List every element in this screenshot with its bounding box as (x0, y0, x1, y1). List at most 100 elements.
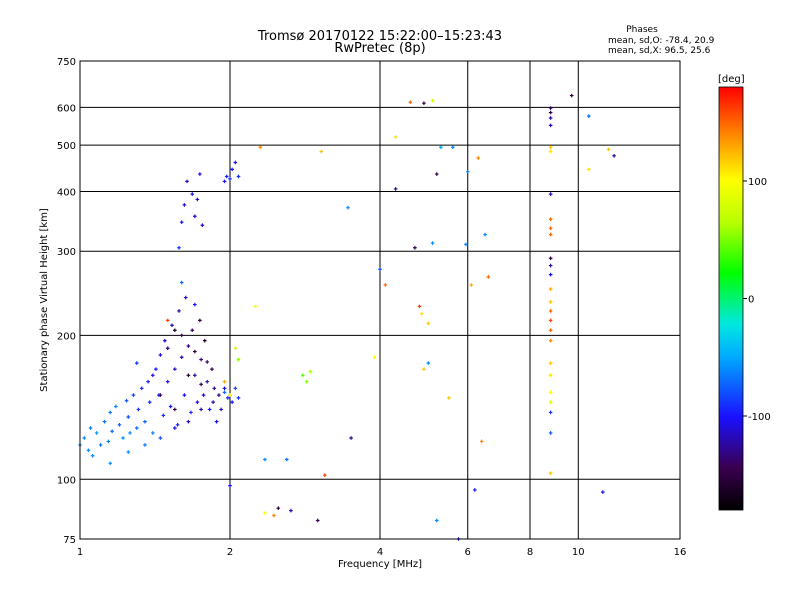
data-point (186, 344, 191, 348)
data-point (102, 419, 107, 424)
data-point (548, 149, 553, 154)
data-point (190, 328, 195, 333)
data-point (417, 304, 422, 309)
data-point (224, 174, 229, 179)
data-point (393, 135, 398, 139)
data-point (173, 407, 177, 412)
data-point (210, 367, 214, 371)
data-point (253, 304, 258, 309)
y-axis-title: Stationary phase Virtual Height [km] (39, 208, 50, 392)
data-point (108, 410, 113, 415)
data-point (168, 404, 173, 409)
data-point (222, 386, 227, 391)
colorbar (718, 86, 744, 511)
data-point (136, 407, 141, 412)
data-point (198, 172, 202, 176)
data-point (158, 393, 163, 397)
data-point (548, 309, 553, 313)
data-point (193, 214, 197, 219)
colorbar-tick-label: 100 (748, 177, 767, 188)
data-point (163, 338, 167, 343)
data-point (233, 160, 238, 165)
data-point (90, 453, 95, 458)
data-point (154, 367, 158, 371)
data-point (548, 361, 553, 365)
data-point (263, 511, 267, 515)
data-point (139, 386, 144, 391)
data-point (548, 431, 553, 435)
data-point (177, 309, 181, 313)
data-point (548, 287, 553, 291)
colorbar-label: [deg] (718, 74, 745, 85)
data-point (211, 400, 215, 404)
data-point (548, 400, 553, 404)
data-point (173, 426, 177, 430)
data-point (189, 410, 193, 415)
data-point (126, 415, 131, 419)
data-point (426, 361, 431, 365)
x-tick-label: 6 (465, 547, 471, 558)
data-point (226, 396, 230, 400)
data-point (258, 145, 263, 150)
data-point (606, 147, 611, 152)
data-point (82, 436, 87, 440)
data-point (173, 367, 177, 371)
data-point (408, 100, 413, 104)
data-point (217, 393, 221, 397)
data-point (548, 123, 553, 128)
data-point (146, 379, 150, 384)
colorbar-ticks: 100 0 -100 (743, 177, 771, 423)
data-point (183, 295, 188, 300)
x-tick-label: 1 (77, 547, 83, 558)
data-point (201, 393, 206, 397)
data-point (587, 167, 591, 172)
data-point (179, 220, 184, 225)
data-point (117, 423, 122, 427)
data-point (301, 373, 305, 378)
chart-title: Tromsø 20170122 15:22:00–15:23:43 (257, 29, 502, 44)
data-point (222, 390, 227, 395)
data-point (177, 245, 181, 250)
chart-subtitle: RwPretec (8p) (334, 41, 425, 56)
y-tick-label: 500 (57, 141, 76, 152)
data-point (228, 483, 232, 488)
data-point (548, 410, 553, 415)
data-point (193, 302, 197, 307)
data-point (319, 149, 324, 154)
x-axis: 1 2 4 6 8 10 16 (77, 547, 687, 558)
data-point (476, 156, 481, 160)
data-point (182, 203, 187, 207)
y-tick-label: 750 (57, 57, 76, 68)
data-point (128, 431, 132, 435)
data-point (430, 98, 435, 103)
data-point (143, 419, 147, 424)
data-point (439, 145, 443, 150)
data-point (222, 179, 227, 184)
data-point (434, 518, 439, 523)
data-point (186, 373, 191, 378)
data-point (228, 177, 232, 181)
data-point (284, 457, 289, 462)
data-point (86, 448, 91, 453)
data-point (165, 318, 170, 323)
y-tick-label: 200 (57, 331, 76, 342)
data-point (422, 101, 426, 106)
data-point (131, 393, 136, 397)
phases-heading: Phases (626, 25, 658, 35)
data-point (199, 382, 203, 387)
y-tick-label: 100 (57, 475, 76, 486)
data-point (315, 518, 320, 523)
data-point (202, 338, 207, 343)
data-point (158, 436, 163, 440)
data-point (434, 172, 439, 176)
colorbar-tick-label: 0 (748, 295, 754, 306)
data-point (186, 419, 191, 424)
data-point (289, 508, 293, 513)
data-point (114, 404, 118, 409)
data-point (236, 396, 241, 400)
data-point (151, 373, 155, 378)
data-point (465, 169, 470, 174)
data-point (548, 192, 553, 196)
data-point (548, 116, 553, 120)
